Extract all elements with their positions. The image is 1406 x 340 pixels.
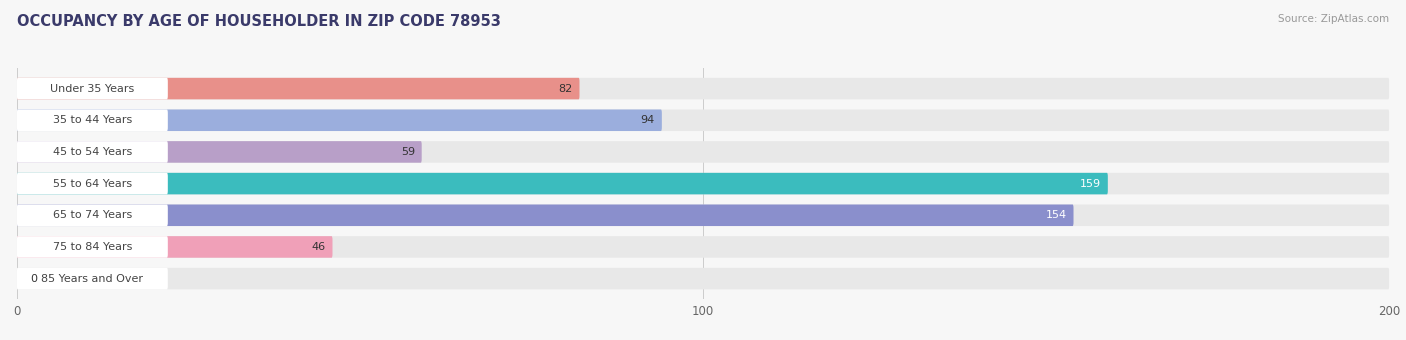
Text: 75 to 84 Years: 75 to 84 Years bbox=[52, 242, 132, 252]
FancyBboxPatch shape bbox=[17, 236, 332, 258]
FancyBboxPatch shape bbox=[17, 236, 1389, 258]
Text: 59: 59 bbox=[401, 147, 415, 157]
FancyBboxPatch shape bbox=[17, 109, 167, 131]
FancyBboxPatch shape bbox=[17, 173, 1389, 194]
FancyBboxPatch shape bbox=[17, 78, 1389, 99]
FancyBboxPatch shape bbox=[17, 173, 167, 194]
Text: 82: 82 bbox=[558, 84, 572, 94]
FancyBboxPatch shape bbox=[17, 78, 579, 99]
FancyBboxPatch shape bbox=[17, 78, 167, 99]
Text: 65 to 74 Years: 65 to 74 Years bbox=[52, 210, 132, 220]
FancyBboxPatch shape bbox=[17, 204, 1389, 226]
Text: 0: 0 bbox=[31, 274, 38, 284]
FancyBboxPatch shape bbox=[17, 268, 1389, 289]
Text: OCCUPANCY BY AGE OF HOUSEHOLDER IN ZIP CODE 78953: OCCUPANCY BY AGE OF HOUSEHOLDER IN ZIP C… bbox=[17, 14, 501, 29]
Text: Under 35 Years: Under 35 Years bbox=[51, 84, 135, 94]
Text: Source: ZipAtlas.com: Source: ZipAtlas.com bbox=[1278, 14, 1389, 23]
FancyBboxPatch shape bbox=[17, 173, 1108, 194]
Text: 46: 46 bbox=[312, 242, 326, 252]
Text: 45 to 54 Years: 45 to 54 Years bbox=[52, 147, 132, 157]
Text: 159: 159 bbox=[1080, 178, 1101, 189]
Text: 55 to 64 Years: 55 to 64 Years bbox=[53, 178, 132, 189]
FancyBboxPatch shape bbox=[17, 109, 662, 131]
Text: 154: 154 bbox=[1046, 210, 1067, 220]
Text: 85 Years and Over: 85 Years and Over bbox=[41, 274, 143, 284]
FancyBboxPatch shape bbox=[17, 141, 1389, 163]
Text: 35 to 44 Years: 35 to 44 Years bbox=[52, 115, 132, 125]
FancyBboxPatch shape bbox=[17, 141, 422, 163]
FancyBboxPatch shape bbox=[17, 109, 1389, 131]
Text: 94: 94 bbox=[641, 115, 655, 125]
FancyBboxPatch shape bbox=[17, 204, 1074, 226]
FancyBboxPatch shape bbox=[17, 141, 167, 163]
FancyBboxPatch shape bbox=[17, 236, 167, 258]
FancyBboxPatch shape bbox=[17, 268, 167, 289]
FancyBboxPatch shape bbox=[17, 204, 167, 226]
